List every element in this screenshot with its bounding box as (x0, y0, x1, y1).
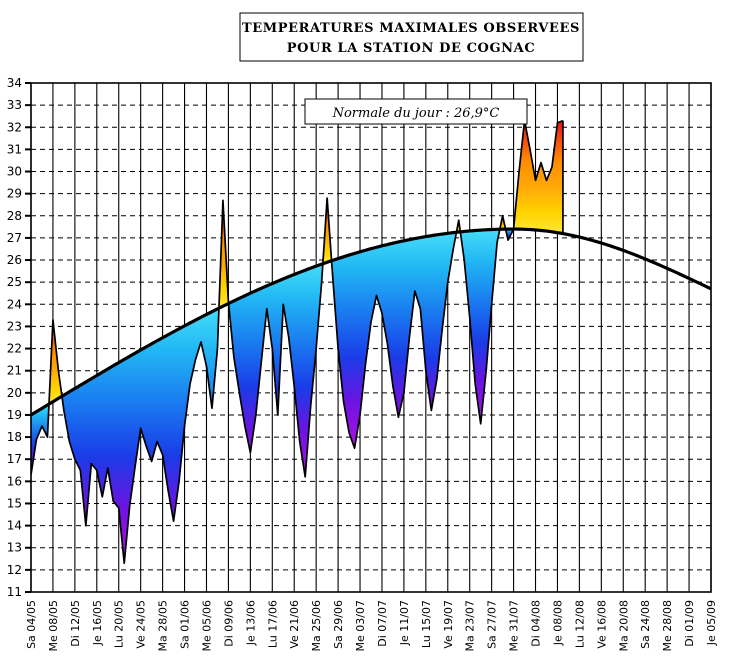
x-axis-tick-label: Me 03/07 (354, 600, 367, 651)
title-box-border (239, 12, 584, 62)
x-axis-tick-label: Ve 19/07 (442, 600, 455, 649)
x-axis-tick-label: Ma 23/07 (464, 600, 477, 651)
x-axis-labels: Sa 04/05 Me 08/05 Di 12/05 Je 16/05 Lu 20/05… (25, 600, 718, 651)
y-axis-tick-label: 28 (7, 209, 22, 223)
y-axis-tick-label: 19 (7, 408, 22, 422)
x-axis-tick-label: Lu 12/08 (573, 600, 586, 648)
x-axis-tick-label: Di 09/06 (222, 600, 235, 647)
y-axis-tick-label: 17 (7, 452, 22, 466)
plot-area: 11 12 13 14 15 16 17 18 19 20 21 22 23 24 25 26 27 28 29 30… (7, 76, 718, 651)
x-axis-tick-label: Me 28/08 (661, 600, 674, 651)
y-axis-tick-label: 20 (7, 386, 22, 400)
x-axis-tick-label: Je 16/05 (91, 600, 104, 646)
y-axis-tick-label: 33 (7, 98, 22, 112)
y-axis-tick-label: 31 (7, 142, 22, 156)
normal-legend-box: Normale du jour : 26,9°C (304, 98, 528, 125)
x-axis-tick-label: Ma 28/05 (157, 600, 170, 651)
x-axis-tick-label: Je 05/09 (705, 600, 718, 646)
y-axis-tick-label: 18 (7, 430, 22, 444)
x-axis-tick-label: Ve 21/06 (288, 600, 301, 649)
observed-temperature-line (31, 119, 564, 565)
x-axis-tick-label: Di 04/08 (530, 600, 543, 647)
x-axis-tick-label: Je 13/06 (244, 600, 257, 646)
y-axis-tick-label: 26 (7, 253, 22, 267)
x-axis-tick-label: Di 01/09 (683, 600, 696, 647)
x-axis-tick-label: Di 07/07 (376, 600, 389, 647)
y-axis-tick-label: 16 (7, 474, 22, 488)
y-axis-tick-label: 13 (7, 541, 22, 555)
x-axis-tick-label: Lu 17/06 (266, 600, 279, 648)
x-axis-tick-label: Sa 01/06 (179, 600, 192, 649)
x-axis-tick-label: Sa 29/06 (332, 600, 345, 649)
x-axis-tick-label: Me 05/06 (200, 600, 213, 651)
x-axis-tick-label: Lu 20/05 (113, 600, 126, 648)
x-axis-tick-label: Je 11/07 (398, 600, 411, 646)
chart-title-box: TEMPERATURES MAXIMALES OBSERVEES POUR LA… (239, 12, 584, 62)
legend-label: Normale du jour : 26,9°C (332, 106, 500, 121)
temperature-area-fill (31, 120, 563, 564)
x-axis-tick-label: Me 08/05 (47, 600, 60, 651)
normal-curve-line (31, 227, 711, 417)
y-axis-labels: 11 12 13 14 15 16 17 18 19 20 21 22 23 24 25 26 27 28 29 30… (7, 76, 22, 599)
y-axis-tick-label: 15 (7, 496, 22, 510)
y-axis-tick-label: 12 (7, 563, 22, 577)
x-axis-tick-label: Sa 27/07 (486, 600, 499, 649)
y-axis-tick-label: 25 (7, 275, 22, 289)
y-axis-tick-label: 22 (7, 342, 22, 356)
x-axis-tick-label: Ve 24/05 (135, 600, 148, 649)
chart-title-line1: TEMPERATURES MAXIMALES OBSERVEES (242, 21, 580, 36)
x-axis-tick-label: Di 12/05 (69, 600, 82, 647)
x-axis-tick-label: Sa 04/05 (25, 600, 38, 649)
x-axis-tick-label: Ve 16/08 (595, 600, 608, 649)
x-axis-tick-label: Ma 20/08 (617, 600, 630, 651)
x-axis-tick-label: Me 31/07 (508, 600, 521, 651)
y-axis-tick-label: 34 (7, 76, 22, 90)
x-axis-tick-label: Lu 15/07 (420, 600, 433, 648)
x-axis-tick-label: Je 08/08 (551, 600, 564, 646)
y-axis-tick-label: 14 (7, 519, 22, 533)
y-axis-tick-label: 29 (7, 187, 22, 201)
y-axis-ticks (25, 82, 31, 593)
chart-title-line2: POUR LA STATION DE COGNAC (287, 41, 536, 56)
y-axis-tick-label: 32 (7, 120, 22, 134)
y-axis-tick-label: 11 (7, 585, 22, 599)
x-axis-tick-label: Ma 25/06 (310, 600, 323, 651)
y-axis-tick-label: 27 (7, 231, 22, 245)
plot-frame (30, 82, 712, 593)
y-axis-tick-label: 21 (7, 364, 22, 378)
y-axis-tick-label: 24 (7, 297, 22, 311)
x-axis-tick-label: Sa 24/08 (639, 600, 652, 649)
y-axis-tick-label: 23 (7, 319, 22, 333)
y-axis-tick-label: 30 (7, 165, 22, 179)
legend-box-border (304, 98, 528, 125)
